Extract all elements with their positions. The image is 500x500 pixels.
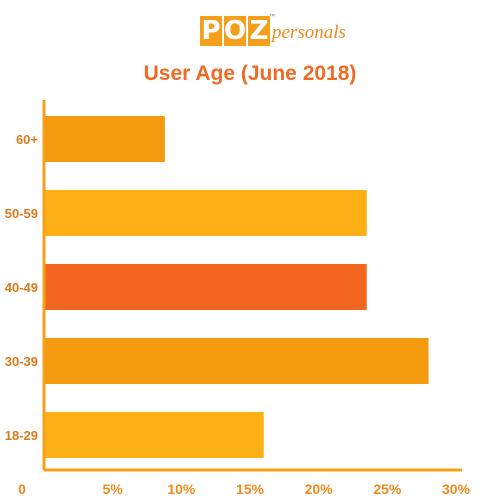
x-tick-label-25: 25% (373, 481, 402, 497)
logo-letter-p: P (200, 16, 222, 46)
logo-trademark: ™ (269, 14, 275, 20)
category-label-60+: 60+ (16, 132, 38, 147)
logo-letter-z: Z (248, 16, 270, 46)
x-tick-label-0: 0 (18, 481, 26, 497)
x-tick-labels-group: 0 5% 10% 15% 20% 25% 30% (18, 481, 470, 497)
logo-wordmark: personals (272, 22, 346, 43)
x-tick-label-20: 20% (305, 481, 334, 497)
x-tick-label-10: 10% (167, 481, 196, 497)
x-tick-label-5: 5% (103, 481, 124, 497)
logo-letter-o: O (224, 16, 247, 46)
bar-18-29 (44, 412, 264, 458)
poz-personals-logo: P O Z ™ personals (200, 14, 346, 50)
category-labels-group: 60+ 50-59 40-49 30-39 18-29 (5, 132, 39, 443)
bars-group (44, 116, 429, 458)
category-label-18-29: 18-29 (5, 428, 38, 443)
bar-40-49 (44, 264, 367, 310)
x-tick-label-30: 30% (442, 481, 471, 497)
bar-60+ (44, 116, 165, 162)
category-label-30-39: 30-39 (5, 354, 38, 369)
bar-50-59 (44, 190, 367, 236)
bar-30-39 (44, 338, 429, 384)
category-label-50-59: 50-59 (5, 206, 38, 221)
x-tick-label-15: 15% (236, 481, 265, 497)
chart-title: User Age (June 2018) (143, 62, 357, 85)
category-label-40-49: 40-49 (5, 280, 38, 295)
